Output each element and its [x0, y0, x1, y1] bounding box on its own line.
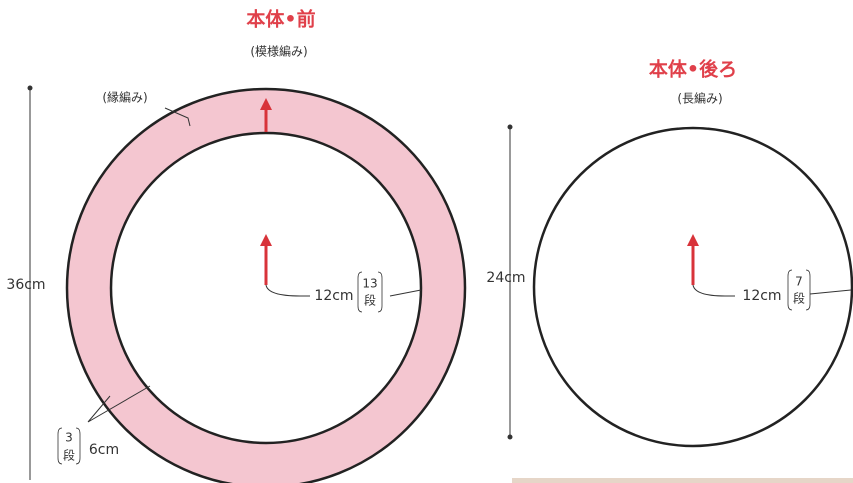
height-label: 36cm — [6, 277, 45, 293]
title: 本体•前 — [246, 8, 315, 31]
subtitle: (模様編み) — [250, 44, 307, 59]
radius-label: 12cm — [314, 288, 353, 304]
height-label: 24cm — [486, 270, 525, 286]
border-width-label: 6cm — [89, 442, 119, 458]
border-rows-unit: 段 — [63, 448, 75, 463]
rows-unit: 段 — [793, 291, 805, 306]
dimension-end — [28, 86, 33, 91]
rows-label: 13 — [362, 277, 377, 291]
border-rows-label: 3 — [65, 431, 73, 445]
photo-edge — [512, 478, 853, 483]
dimension-end — [508, 125, 513, 130]
dimension-end — [508, 435, 513, 440]
rows-label: 7 — [795, 275, 803, 289]
border-label: (縁編み) — [102, 90, 147, 105]
circle — [534, 128, 852, 446]
back-piece: 本体•後ろ (長編み) 24cm 12cm 7 段 — [486, 58, 852, 447]
subtitle: (長編み) — [677, 91, 722, 106]
rows-unit: 段 — [364, 293, 376, 308]
diagram: 本体•前 (模様編み) (縁編み) 36cm 12cm 13 段 3 段 6cm… — [0, 0, 853, 483]
front-piece: 本体•前 (模様編み) (縁編み) 36cm 12cm 13 段 3 段 6cm — [6, 8, 465, 483]
title: 本体•後ろ — [649, 58, 737, 81]
radius-label: 12cm — [742, 288, 781, 304]
